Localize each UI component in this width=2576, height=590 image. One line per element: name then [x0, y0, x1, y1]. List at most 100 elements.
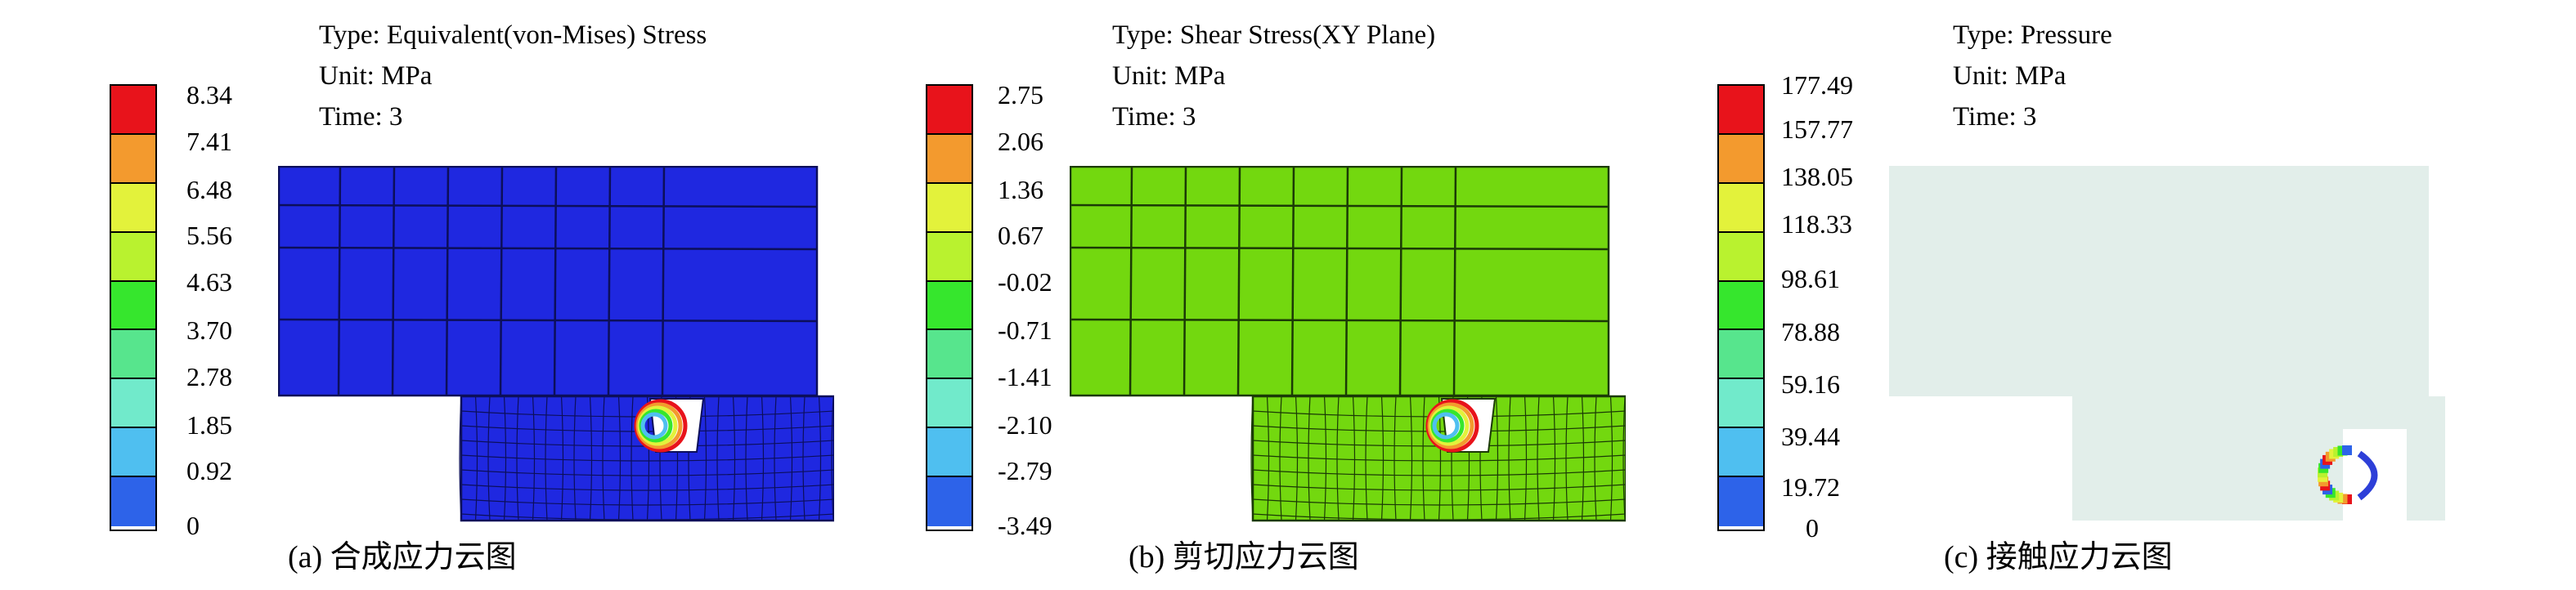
- mesh-line: [1295, 396, 1299, 521]
- mesh-line: [503, 396, 507, 521]
- pressure-arc: [2357, 450, 2378, 501]
- mesh-line: [391, 166, 396, 397]
- figure-caption: (b) 剪切应力云图: [1129, 540, 1359, 574]
- legend-swatch: [927, 183, 972, 233]
- legend-swatch: [927, 134, 972, 184]
- mesh-line: [631, 396, 634, 521]
- fine-mesh: [1250, 395, 1626, 522]
- legend-tick: 8.34: [186, 80, 232, 110]
- mesh-line: [460, 425, 834, 432]
- legend-tick: 59.16: [1781, 369, 1840, 399]
- legend-tick: 4.63: [186, 267, 232, 297]
- legend-tick: 0: [1806, 513, 1819, 543]
- mesh-line: [1409, 396, 1413, 521]
- legend-tick: 5.56: [186, 221, 232, 250]
- mesh-line: [487, 396, 491, 521]
- mesh-line: [818, 396, 822, 521]
- legend-tick: 138.05: [1781, 162, 1853, 191]
- mesh-line: [589, 396, 593, 521]
- legend-tick: -1.41: [998, 362, 1052, 391]
- mesh-line: [716, 396, 720, 521]
- legend-swatch: [111, 281, 155, 331]
- coarse-block: [1889, 166, 2429, 396]
- fea-mesh-plot: [278, 166, 834, 525]
- legend-swatch: [1719, 428, 1763, 477]
- legend-swatch: [111, 86, 155, 135]
- mesh-line: [560, 396, 564, 521]
- mesh-line: [1290, 166, 1295, 397]
- legend-tick: 157.77: [1781, 114, 1853, 144]
- pressure-cell: [2342, 445, 2352, 455]
- mesh-line: [445, 166, 450, 397]
- mesh-line: [278, 203, 819, 208]
- mesh-line: [1252, 425, 1626, 432]
- mesh-line: [732, 396, 736, 521]
- mesh-line: [1183, 166, 1187, 397]
- mesh-line: [1236, 166, 1241, 397]
- coarse-mesh: [278, 166, 819, 397]
- mesh-line: [1537, 396, 1540, 521]
- legend-swatch: [1719, 379, 1763, 429]
- mesh-line: [745, 396, 748, 521]
- mesh-line: [278, 246, 819, 251]
- panel-shear-stress: Type: Shear Stress(XY Plane) Unit: MPa T…: [859, 0, 1717, 590]
- legend-swatch: [1719, 86, 1763, 135]
- legend-swatch: [1719, 281, 1763, 331]
- legend-tick: 6.48: [186, 175, 232, 204]
- legend-swatch: [111, 134, 155, 184]
- legend-swatch: [927, 428, 972, 477]
- result-unit: Unit: MPa: [1953, 61, 2067, 91]
- mesh-line: [460, 469, 834, 476]
- mesh-line: [1380, 396, 1384, 521]
- legend-swatch: [111, 183, 155, 233]
- mesh-line: [1070, 203, 1610, 208]
- mesh-line: [1344, 166, 1349, 397]
- legend-tick: -3.49: [998, 511, 1052, 540]
- mesh-line: [1070, 318, 1610, 323]
- stress-ring: [640, 412, 668, 440]
- mesh-line: [1266, 396, 1270, 521]
- mesh-line: [553, 166, 558, 397]
- color-legend-bar: [1717, 84, 1765, 531]
- result-type: Type: Shear Stress(XY Plane): [1112, 20, 1436, 50]
- mesh-line: [602, 396, 605, 521]
- fea-mesh-svg: [278, 166, 834, 522]
- stress-ring: [1432, 412, 1460, 440]
- legend-tick: 177.49: [1781, 70, 1853, 100]
- mesh-line: [1352, 396, 1356, 521]
- legend-tick: 0.67: [998, 221, 1043, 250]
- legend-tick: 1.36: [998, 175, 1043, 204]
- mesh-line: [460, 498, 834, 506]
- legend-tick: 39.44: [1781, 422, 1840, 451]
- fine-mesh: [459, 395, 834, 522]
- result-type: Type: Equivalent(von-Mises) Stress: [319, 20, 707, 50]
- block-border: [460, 395, 834, 522]
- result-time: Time: 3: [1112, 102, 1196, 132]
- color-legend-bar: [110, 84, 157, 531]
- legend-swatch: [1719, 477, 1763, 526]
- mesh-line: [1365, 396, 1368, 521]
- mesh-line: [1393, 396, 1397, 521]
- panel-von-mises: Type: Equivalent(von-Mises) Stress Unit:…: [0, 0, 859, 590]
- legend-swatch: [111, 428, 155, 477]
- legend-swatch: [111, 232, 155, 282]
- legend-swatch: [111, 477, 155, 526]
- mesh-line: [661, 166, 666, 397]
- mesh-line: [1398, 166, 1403, 397]
- legend-tick: 3.70: [186, 315, 232, 345]
- mesh-line: [1422, 396, 1425, 521]
- panel-contact-pressure: Type: Pressure Unit: MPa Time: 3 177.49 …: [1717, 0, 2576, 590]
- mesh-line: [474, 396, 478, 521]
- legend-tick: -2.10: [998, 410, 1052, 440]
- legend-tick: -0.71: [998, 315, 1052, 345]
- mesh-line: [1070, 246, 1610, 251]
- legend-swatch: [927, 330, 972, 380]
- mesh-line: [1609, 396, 1613, 521]
- legend-swatch: [927, 86, 972, 135]
- mesh-line: [1336, 396, 1340, 521]
- legend-tick: -2.79: [998, 456, 1052, 485]
- legend-tick: 118.33: [1781, 209, 1852, 239]
- mesh-line: [1252, 454, 1626, 462]
- legend-swatch: [1719, 134, 1763, 184]
- mesh-line: [499, 166, 504, 397]
